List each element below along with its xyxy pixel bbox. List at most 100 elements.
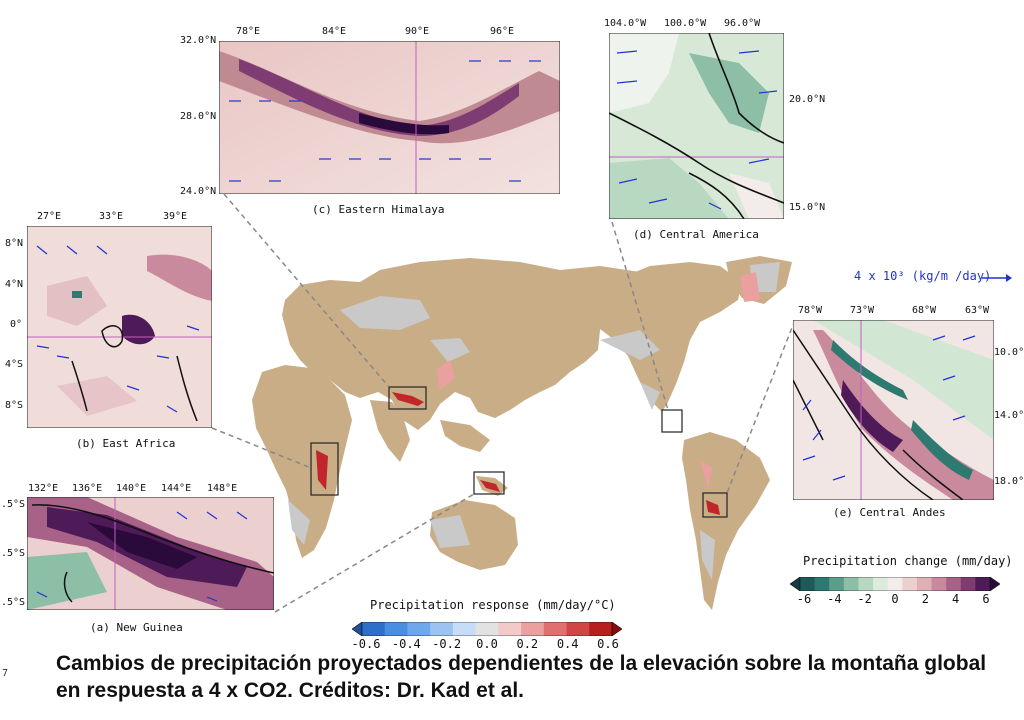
colorbar-response-tick: -0.4 [391,637,421,651]
colorbar-end [790,577,801,591]
central-andes-lat-tick: 14.0° [994,410,1024,421]
himalaya-lon-tick: 96°E [490,26,515,37]
new-guinea-lat-tick: .5°S [1,499,26,510]
colorbar-segment [475,622,499,636]
colorbar-change-tick: 0 [891,592,899,606]
vector-legend: 4 x 10³ (kg/m /day) [854,269,992,283]
colorbar-segment [362,622,386,636]
india-landmass [370,400,410,462]
sea-islands [440,420,490,452]
central-america-lat-tick: 15.0°N [789,202,826,213]
colorbar-segment [430,622,454,636]
colorbar-end [611,622,622,636]
colorbar-segment [843,577,859,591]
colorbar-segment [521,622,545,636]
side-marker: 7 [2,668,9,679]
himalaya-lon-tick: 78°E [236,26,261,37]
east-africa-lat-tick: 0° [10,319,23,330]
colorbar-change-bar [790,577,1000,591]
colorbar-change-label: Precipitation change (mm/day) [803,554,1013,568]
colorbar-segment [589,622,613,636]
colorbar-response-bar [352,622,622,636]
locator-central-andes [702,492,728,518]
east-africa-lat-tick: 4°N [5,279,24,290]
colorbar-response-tick: 0.6 [597,637,619,651]
colorbar-change-tick: -2 [857,592,872,606]
colorbar-segment [814,577,830,591]
colorbar-segment [543,622,568,636]
new-guinea-lat-tick: .5°S [1,548,26,559]
colorbar-response-tick: 0.2 [516,637,539,651]
central-america-map [609,33,784,219]
himalaya-lat-tick: 32.0°N [180,35,217,46]
central-andes-lon-tick: 73°W [850,305,875,316]
central-andes-lat-tick: 10.0° [994,347,1024,358]
himalaya-title: (c) Eastern Himalaya [312,203,445,216]
south-america-landmass [682,432,770,610]
central-america-lon-tick: 96.0°W [724,18,761,29]
himalaya-lon-tick: 84°E [322,26,347,37]
colorbar-segment [858,577,874,591]
central-andes-lat-tick: 18.0° [994,476,1024,487]
central-andes-map [793,320,994,500]
colorbar-response-tick: -0.2 [432,637,462,651]
east-africa-lat-tick: 8°S [5,400,24,411]
himalaya-map [219,41,560,194]
central-andes-lon-tick: 68°W [912,305,937,316]
east-africa-lat-tick: 8°N [5,238,24,249]
central-andes-lon-tick: 63°W [965,305,990,316]
central-america-lon-tick: 100.0°W [664,18,707,29]
new-guinea-lon-tick: 132°E [28,483,59,494]
locator-new-guinea [473,471,505,495]
colorbar-segment [407,622,431,636]
colorbar-segment [975,577,991,591]
colorbar-segment [452,622,477,636]
colorbar-response-label: Precipitation response (mm/day/°C) [370,598,616,612]
central-america-title: (d) Central America [633,228,759,241]
colorbar-change-tick: 6 [982,592,990,606]
colorbar-end [989,577,1000,591]
central-andes-lon-tick: 78°W [798,305,823,316]
locator-central-america [661,409,683,433]
colorbar-segment [931,577,947,591]
central-andes-title: (e) Central Andes [833,506,946,519]
new-guinea-lon-tick: 148°E [207,483,238,494]
colorbar-segment [902,577,918,591]
new-guinea-map [27,497,274,610]
north-america-landmass [560,262,742,412]
himalaya-lat-tick: 24.0°N [180,186,217,197]
colorbar-response-tick: 0.4 [556,637,579,651]
africa-landmass [252,365,352,558]
colorbar-segment [916,577,933,591]
colorbar-segment [887,577,903,591]
east-africa-lon-tick: 39°E [163,211,188,222]
colorbar-segment [829,577,845,591]
himalaya-lon-tick: 90°E [405,26,430,37]
colorbar-segment [873,577,889,591]
locator-himalaya [388,386,427,410]
new-guinea-title: (a) New Guinea [90,621,183,634]
colorbar-change-tick: 2 [921,592,929,606]
locator-east-africa [310,442,339,496]
colorbar-end [352,622,363,636]
himalaya-lat-tick: 28.0°N [180,111,217,122]
colorbar-change-tick: -4 [827,592,842,606]
colorbar-segment [498,622,522,636]
east-africa-lon-tick: 27°E [37,211,62,222]
colorbar-segment [566,622,590,636]
colorbar-response-tick: -0.6 [351,637,381,651]
figure-caption: Cambios de precipitación proyectados dep… [56,652,987,702]
east-africa-lat-tick: 4°S [5,359,24,370]
vector-legend-arrow-icon [982,274,1012,282]
colorbar-segment [960,577,976,591]
new-guinea-lon-tick: 136°E [72,483,103,494]
new-guinea-lon-tick: 140°E [116,483,147,494]
new-guinea-lon-tick: 144°E [161,483,192,494]
colorbar-outline [799,577,991,591]
colorbar-response-tick: 0.0 [476,637,498,651]
colorbar-change-tick: -6 [796,592,812,606]
new-guinea-lat-tick: .5°S [1,597,26,608]
colorbar-segment [800,577,816,591]
east-africa-map [27,226,212,428]
